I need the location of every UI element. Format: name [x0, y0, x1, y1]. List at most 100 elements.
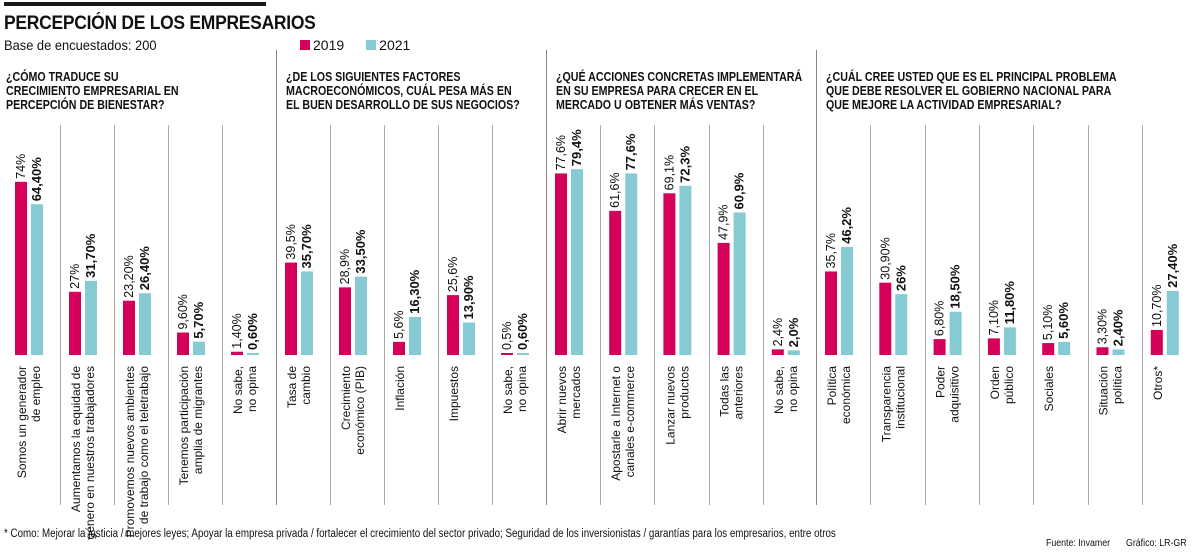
value-label-2021: 77,6%: [623, 133, 638, 170]
value-label-2021: 2,0%: [786, 317, 801, 347]
bar-2019: [501, 353, 513, 355]
value-label-2019: 9,60%: [176, 294, 190, 329]
value-label-2021: 79,4%: [569, 129, 584, 166]
bar-2021: [841, 246, 853, 355]
category-label: Transparencia: [879, 366, 893, 443]
category-label: de empleo: [29, 366, 43, 422]
category-label: Sociales: [1042, 366, 1056, 411]
column-divider: [330, 125, 331, 505]
value-label-2019: 7,10%: [987, 300, 1001, 335]
header-rule: [4, 2, 266, 6]
column-divider: [114, 125, 115, 505]
bar-2019: [1042, 343, 1055, 355]
chart-title-line: ¿CÓMO TRADUCE SU: [6, 69, 119, 84]
category-label: Aumentamos la equidad de: [69, 366, 83, 512]
value-label-2019: 27%: [68, 264, 82, 289]
value-label-2019: 5,10%: [1041, 305, 1055, 340]
category-label: económico (PIB): [353, 366, 367, 455]
section-divider: [816, 50, 817, 505]
section-divider: [546, 50, 547, 505]
value-label-2019: 3,30%: [1096, 309, 1110, 344]
bar-2021: [31, 204, 43, 355]
category-label: Crecimiento: [339, 366, 353, 430]
column-divider: [60, 125, 61, 505]
category-label: Tenemos participación: [177, 366, 191, 485]
chart-title-line: MACROECONÓMICOS, CUÁL PESA MÁS EN: [286, 83, 512, 98]
value-label-2019: 1,40%: [230, 313, 244, 348]
bar-2021: [571, 169, 583, 355]
chart-title: ¿CUÁL CREE USTED QUE ES EL PRINCIPAL PRO…: [826, 70, 1117, 112]
category-label: Orden: [988, 366, 1002, 399]
bar-2019: [771, 349, 784, 355]
bar-2021: [895, 294, 908, 355]
value-label-2019: 25,6%: [446, 257, 460, 292]
category-label: adquisitivo: [948, 366, 962, 423]
legend-swatch-2019: [300, 40, 310, 50]
column-divider: [925, 125, 926, 505]
value-label-2019: 74%: [14, 154, 28, 179]
bar-2021: [1112, 349, 1125, 355]
value-label-2019: 0,5%: [500, 322, 514, 351]
legend-item-2019: 2019: [300, 37, 344, 53]
credit-text: Gráfico: LR-GR: [1126, 538, 1187, 549]
value-label-2021: 35,70%: [299, 224, 314, 269]
column-divider: [222, 125, 223, 505]
category-label: canales e-commerce: [623, 366, 637, 478]
value-label-2021: 11,80%: [1002, 281, 1017, 325]
value-label-2021: 64,40%: [29, 157, 44, 202]
category-label: productos: [677, 366, 691, 419]
bar-2019: [447, 295, 459, 355]
chart-title: ¿QUÉ ACCIONES CONCRETAS IMPLEMENTARÁ EN S…: [556, 70, 802, 112]
column-divider: [438, 125, 439, 505]
column-divider: [709, 125, 710, 505]
value-label-2019: 69,1%: [662, 155, 676, 190]
category-label: Situación: [1097, 366, 1111, 415]
category-label: no opina: [245, 366, 259, 412]
category-label: Poder: [934, 366, 948, 398]
chart-title-line: ¿DE LOS SIGUIENTES FACTORES: [286, 69, 461, 84]
chart-title-line: QUE DEBE RESOLVER EL GOBIERNO NACIONAL P…: [826, 83, 1112, 98]
bar-2019: [231, 351, 243, 355]
bar-2021: [787, 350, 800, 355]
value-label-2021: 0,60%: [515, 313, 530, 350]
column-divider: [492, 125, 493, 505]
column-divider: [384, 125, 385, 505]
value-label-2019: 61,6%: [608, 172, 622, 207]
value-label-2021: 31,70%: [83, 233, 98, 278]
source-text: Fuente: Invamer: [1046, 538, 1111, 549]
category-label: no opina: [515, 366, 529, 412]
value-label-2021: 26%: [893, 265, 908, 291]
chart-title-line: CRECIMIENTO EMPRESARIAL EN: [6, 83, 179, 98]
category-label: Promovemos nuevos ambientes: [123, 366, 137, 537]
value-label-2019: 23,20%: [122, 255, 136, 297]
section-divider: [276, 50, 277, 505]
bar-2019: [15, 181, 27, 355]
bar-2021: [1058, 341, 1071, 355]
column-divider: [1033, 125, 1034, 505]
value-label-2019: 5,6%: [392, 310, 406, 339]
chart-title: ¿DE LOS SIGUIENTES FACTORES MACROECONÓMIC…: [286, 70, 520, 112]
value-label-2019: 2,4%: [771, 318, 785, 347]
legend-item-2021: 2021: [366, 37, 410, 53]
column-divider: [763, 125, 764, 505]
bar-2021: [301, 271, 313, 355]
bar-2019: [663, 193, 676, 355]
bar-2021: [517, 353, 529, 355]
bar-2021: [949, 311, 962, 355]
bar-2019: [555, 173, 567, 355]
chart-title-line: EN SU EMPRESA PARA CRECER EN EL: [556, 83, 759, 98]
bar-2019: [285, 262, 297, 355]
category-label: de trabajo como el teletrabajo: [137, 366, 151, 524]
column-divider: [979, 125, 980, 505]
category-label: público: [1002, 366, 1016, 404]
value-label-2021: 0,60%: [245, 313, 260, 350]
column-divider: [1142, 125, 1143, 505]
category-label: anteriores: [732, 366, 746, 419]
bar-2019: [825, 271, 837, 355]
chart-title-line: QUE MEJORE LA ACTIVIDAD EMPRESARIAL?: [826, 97, 1062, 112]
bar-2019: [933, 339, 946, 355]
column-divider: [600, 125, 601, 505]
category-label: Tasa de: [285, 366, 299, 408]
bar-2019: [717, 242, 730, 355]
legend-label-2021: 2021: [379, 37, 411, 53]
